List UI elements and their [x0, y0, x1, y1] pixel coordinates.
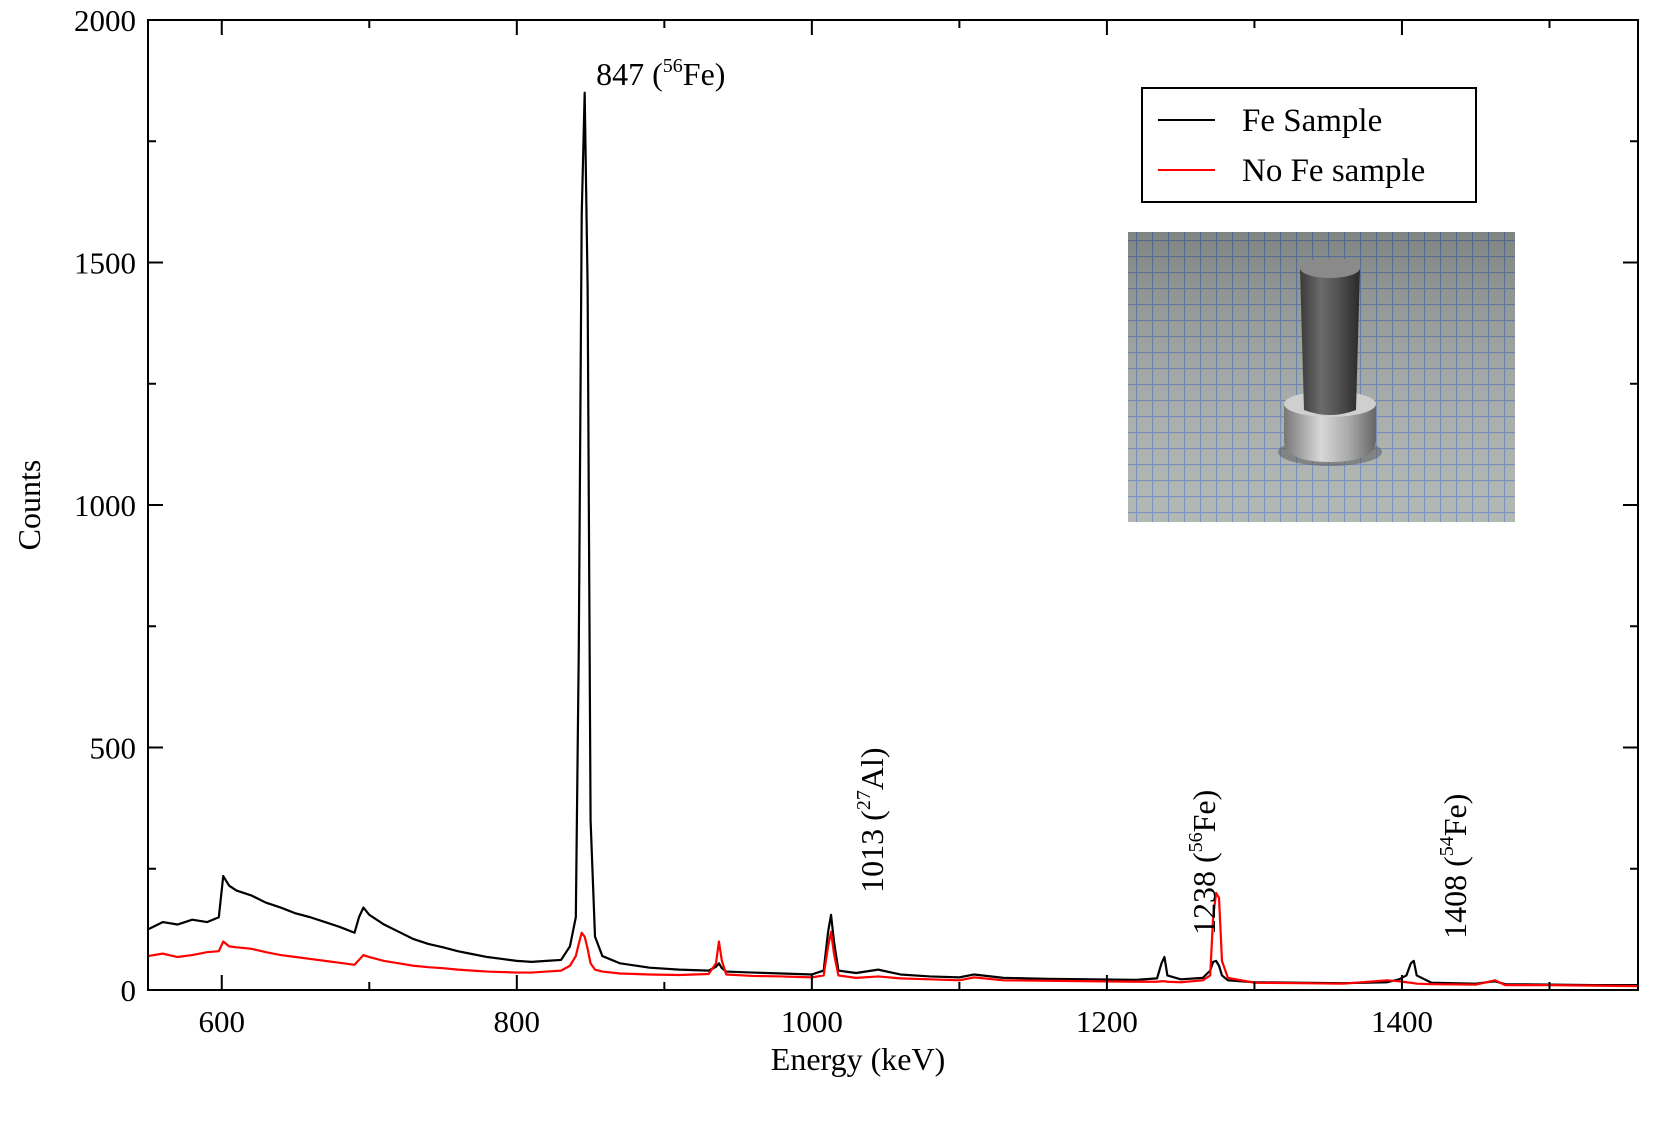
peak-annotation: 1013 (27Al): [853, 748, 890, 893]
annotation-text: Fe): [1437, 794, 1473, 837]
inset-photo: [1128, 232, 1515, 522]
annotation-text: 1238 (: [1186, 852, 1222, 935]
annotation-text: Al): [854, 748, 890, 791]
y-tick-label: 1000: [74, 488, 136, 523]
y-tick-label: 2000: [74, 3, 136, 38]
y-axis-title: Counts: [11, 460, 47, 551]
annotation-superscript: 56: [663, 55, 683, 77]
annotation-text: Fe): [683, 56, 726, 92]
peak-annotation: 1408 (54Fe): [1436, 794, 1473, 939]
peak-annotation: 1238 (56Fe): [1185, 790, 1222, 935]
annotation-superscript: 54: [1436, 836, 1458, 856]
x-axis-title: Energy (keV): [771, 1041, 945, 1077]
x-tick-label: 1400: [1371, 1004, 1433, 1039]
annotation-text: 1408 (: [1437, 856, 1473, 939]
legend-label: Fe Sample: [1242, 103, 1382, 139]
x-tick-label: 800: [494, 1004, 541, 1039]
y-tick-label: 500: [90, 731, 137, 766]
x-tick-label: 600: [199, 1004, 246, 1039]
data-line: [147, 91, 1638, 987]
annotation-superscript: 27: [853, 790, 875, 810]
annotation-text: Fe): [1186, 790, 1222, 833]
legend-box: [1141, 87, 1477, 203]
data-line: [147, 891, 1639, 988]
x-tick-label: 1000: [781, 1004, 843, 1039]
y-tick-label: 1500: [74, 246, 136, 281]
y-tick-label: 0: [121, 973, 137, 1008]
annotation-superscript: 56: [1185, 832, 1207, 852]
plot-area: [147, 91, 1639, 988]
annotation-text: 1013 (: [854, 810, 890, 893]
x-tick-label: 1200: [1076, 1004, 1138, 1039]
legend-label: No Fe sample: [1242, 153, 1425, 189]
legend: Fe Sample No Fe sample: [1141, 87, 1477, 203]
annotation-text: 847 (: [596, 56, 663, 92]
peak-annotation: 847 (56Fe): [596, 55, 725, 92]
